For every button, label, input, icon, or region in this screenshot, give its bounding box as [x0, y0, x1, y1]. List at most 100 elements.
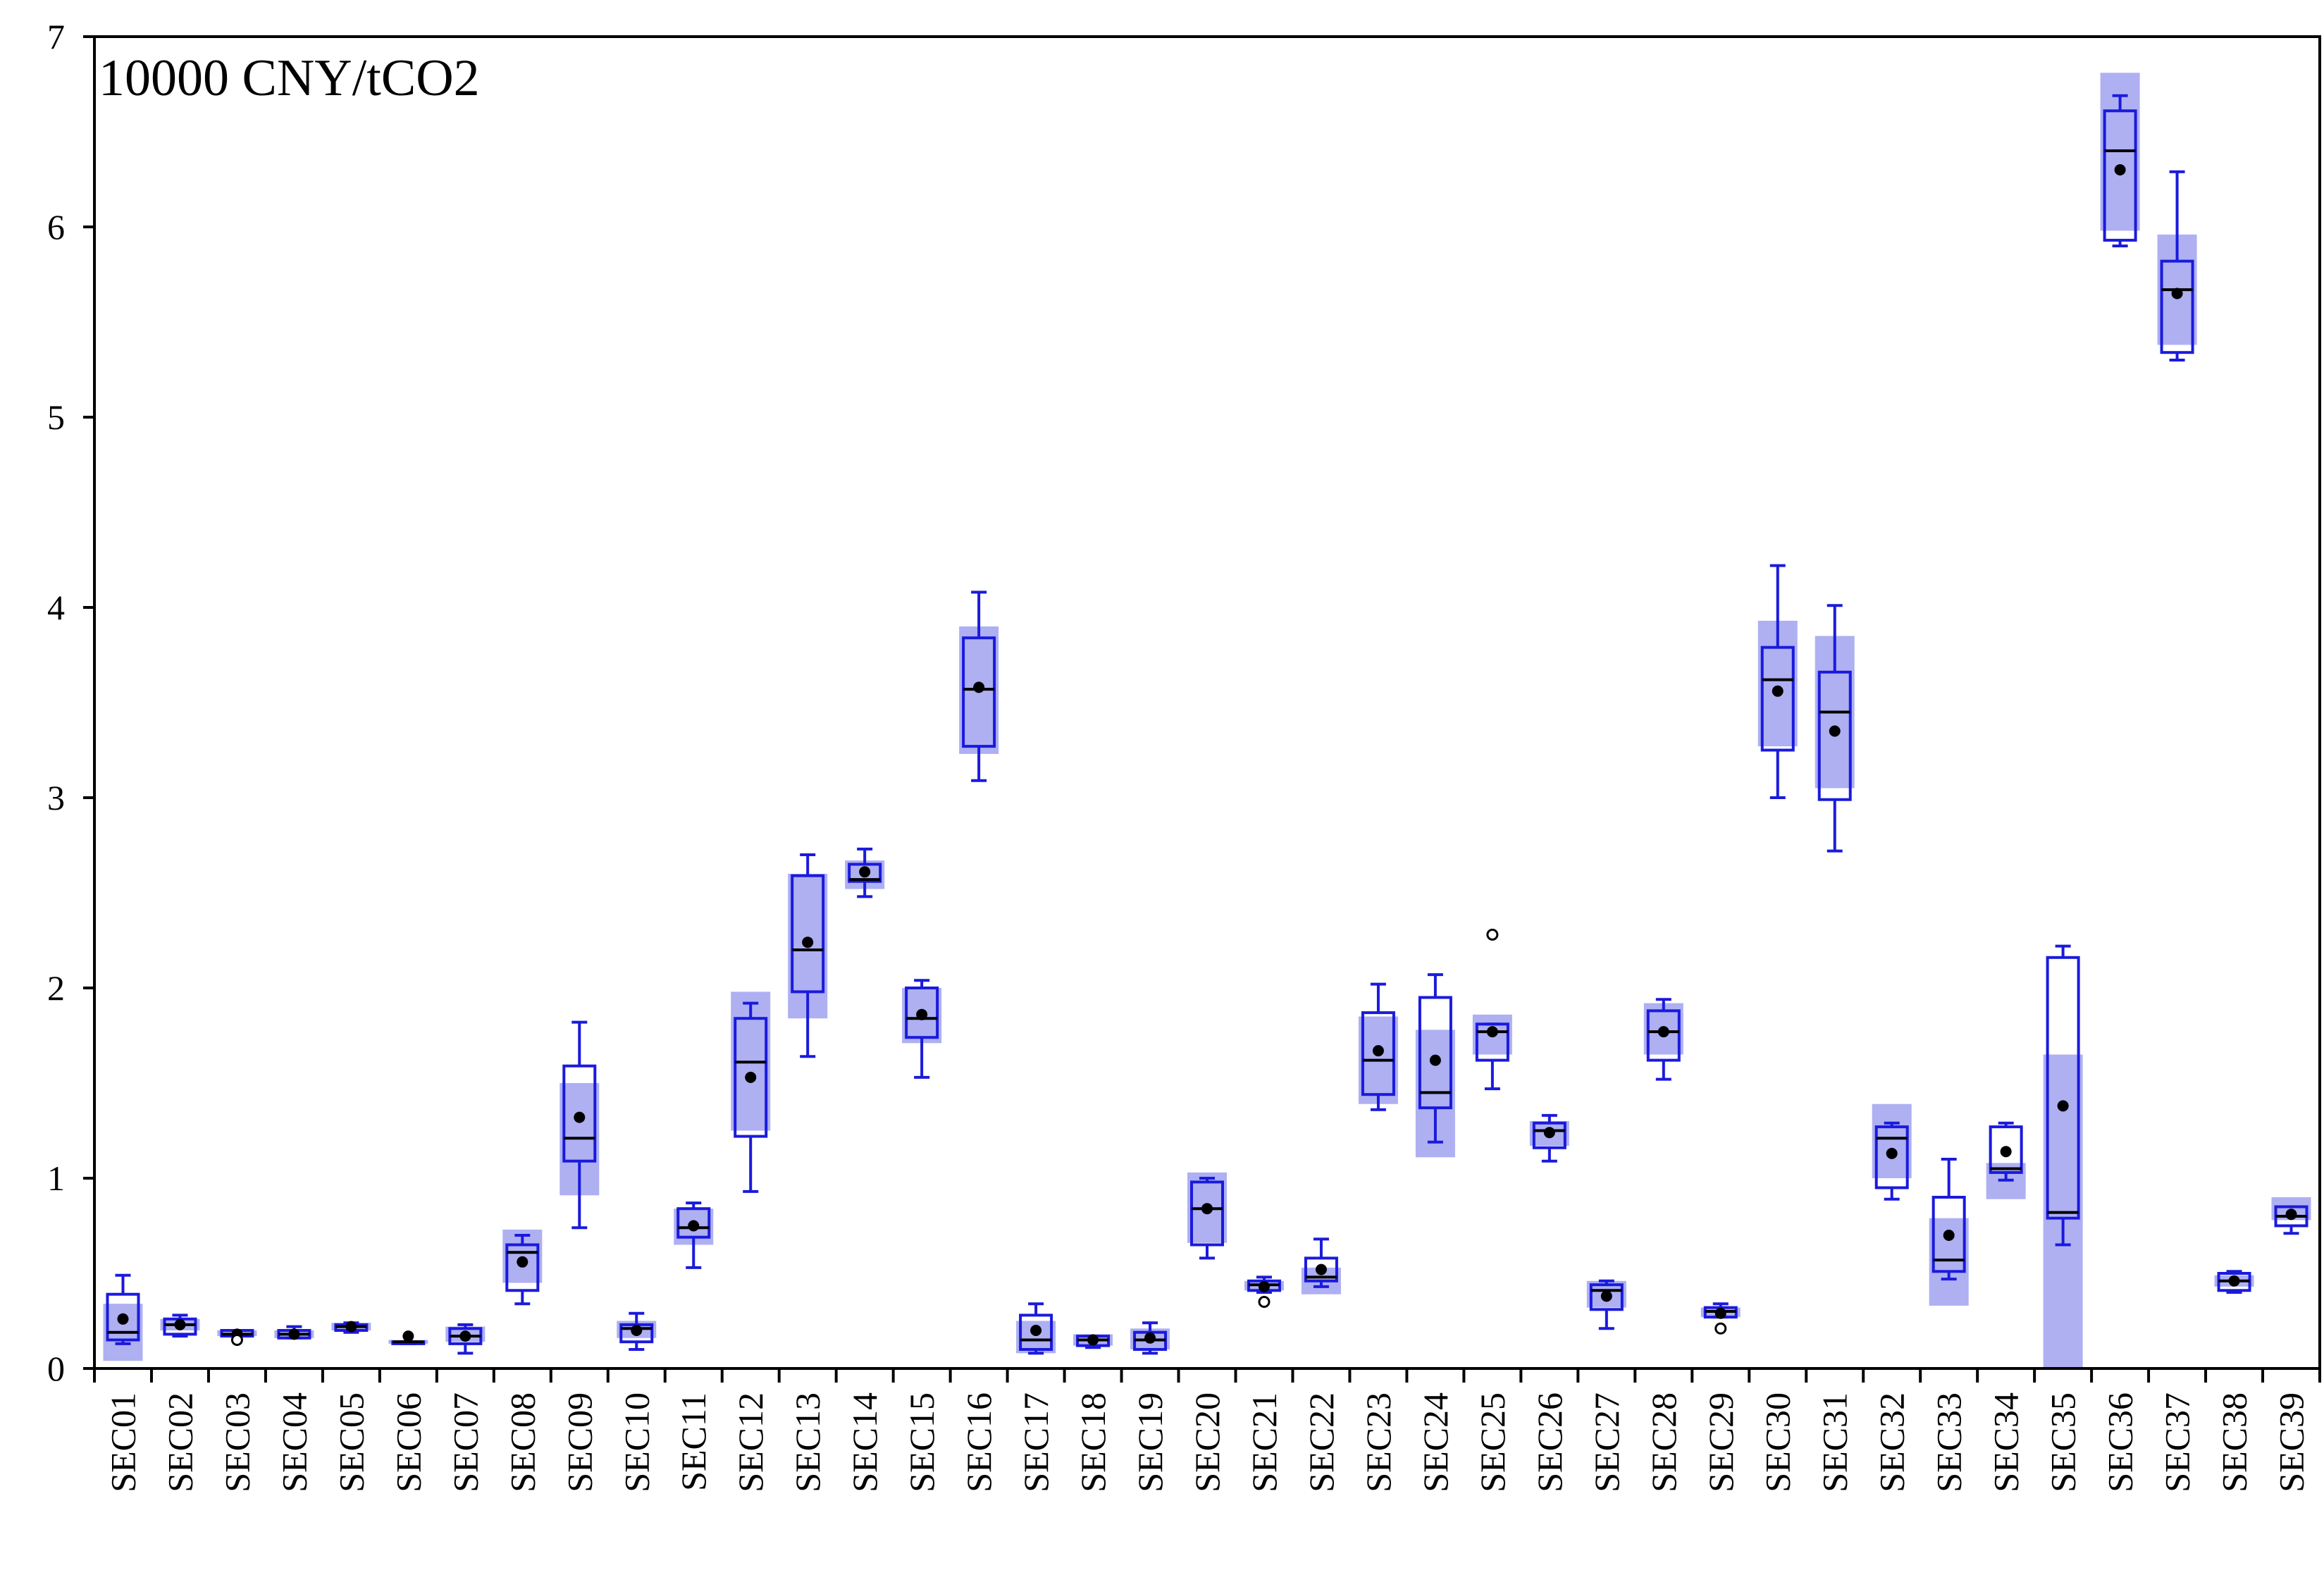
- x-tick-label: SEC34: [1986, 1392, 2026, 1492]
- x-tick-label: SEC15: [902, 1392, 941, 1492]
- box-rect: [106, 1292, 140, 1342]
- box-rect: [676, 1207, 711, 1239]
- mean-point: [688, 1220, 700, 1232]
- x-tick-label: SEC05: [331, 1392, 371, 1492]
- x-tick-label: SEC33: [1929, 1392, 1969, 1492]
- mean-point: [1600, 1290, 1612, 1302]
- outlier-point: [1258, 1296, 1271, 1308]
- box-rect: [2160, 259, 2194, 354]
- box-rect: [1989, 1125, 2023, 1174]
- x-tick-label: SEC38: [2215, 1392, 2254, 1492]
- x-tick-label: SEC23: [1359, 1392, 1398, 1492]
- x-tick-label: SEC35: [2044, 1392, 2083, 1492]
- x-tick-label: SEC08: [502, 1392, 542, 1492]
- box-rect: [848, 863, 882, 883]
- mean-point: [2228, 1275, 2240, 1287]
- box-rect: [619, 1323, 654, 1344]
- y-tick-label: 4: [47, 588, 65, 627]
- y-tick-label: 6: [47, 207, 65, 247]
- x-tick-label: SEC17: [1016, 1392, 1056, 1492]
- x-tick-label: SEC32: [1872, 1392, 1912, 1492]
- mean-point: [1315, 1263, 1327, 1275]
- box-rect: [1532, 1121, 1566, 1149]
- x-tick-label: SEC27: [1587, 1392, 1626, 1492]
- box-rect: [1019, 1314, 1053, 1352]
- box-rect: [905, 987, 939, 1039]
- x-tick-label: SEC07: [445, 1392, 485, 1492]
- mean-point: [973, 681, 985, 693]
- box-rect: [1190, 1180, 1224, 1247]
- box-rect: [1589, 1283, 1624, 1311]
- x-tick-label: SEC11: [674, 1392, 713, 1491]
- x-tick-label: SEC21: [1244, 1392, 1284, 1492]
- x-tick-label: SEC01: [103, 1392, 142, 1492]
- axes-layer: 0 1 2 3 4 5 6 7 SEC01 SEC02 SEC03 SEC04 SEC05 SEC06 SE…: [47, 17, 2321, 1492]
- x-tick-label: SEC03: [217, 1392, 256, 1492]
- x-tick-label: SEC39: [2272, 1392, 2311, 1492]
- box-rect: [1931, 1196, 1966, 1273]
- mean-point: [2000, 1146, 2012, 1158]
- x-tick-label: SEC31: [1815, 1392, 1855, 1492]
- y-tick-label: 3: [47, 778, 65, 817]
- mean-point: [1657, 1026, 1669, 1038]
- outlier-point: [1714, 1322, 1727, 1335]
- x-tick-label: SEC24: [1416, 1392, 1455, 1492]
- mean-point: [802, 937, 814, 948]
- band-layer: [103, 73, 2311, 1368]
- mean-point: [517, 1256, 529, 1268]
- x-tick-label: SEC26: [1530, 1392, 1569, 1492]
- mean-point: [1030, 1325, 1042, 1336]
- y-tick-label: 0: [47, 1349, 65, 1388]
- box-rect: [962, 636, 996, 748]
- box-rect: [1418, 996, 1452, 1110]
- x-tick-label: SEC29: [1701, 1392, 1741, 1492]
- mean-point: [1543, 1127, 1555, 1139]
- box-rect: [2103, 109, 2137, 242]
- x-tick-label: SEC02: [160, 1392, 199, 1492]
- box-rect: [163, 1317, 197, 1336]
- mean-point: [1943, 1230, 1955, 1241]
- mean-point: [1087, 1334, 1099, 1346]
- mean-point: [745, 1071, 757, 1083]
- mean-point: [1886, 1147, 1898, 1159]
- mean-point: [1144, 1332, 1156, 1344]
- box-rect: [1475, 1022, 1509, 1062]
- box-rect: [1361, 1011, 1395, 1096]
- mean-point: [2171, 288, 2183, 299]
- x-tick-label: SEC10: [617, 1392, 656, 1492]
- x-tick-label: SEC22: [1302, 1392, 1341, 1492]
- box-layer: [106, 94, 2308, 1355]
- mean-point: [1258, 1280, 1270, 1292]
- y-tick-label: 2: [47, 968, 65, 1008]
- x-tick-label: SEC25: [1473, 1392, 1512, 1492]
- x-tick-label: SEC28: [1644, 1392, 1683, 1492]
- box-rect: [1646, 1009, 1681, 1062]
- x-tick-label: SEC19: [1130, 1392, 1170, 1492]
- x-tick-label: SEC12: [731, 1392, 770, 1492]
- plot-frame: [93, 35, 2321, 1370]
- x-tick-label: SEC36: [2101, 1392, 2140, 1492]
- mean-point: [1429, 1054, 1441, 1066]
- box-rect: [791, 874, 825, 994]
- y-tick-label: 1: [47, 1158, 65, 1198]
- mean-point: [859, 866, 871, 878]
- mean-point: [1372, 1045, 1384, 1057]
- box-rect: [1874, 1125, 1909, 1189]
- mean-point: [631, 1325, 643, 1336]
- box-rect: [1760, 645, 1795, 752]
- x-tick-label: SEC30: [1758, 1392, 1798, 1492]
- box-rect: [1817, 670, 1852, 801]
- x-tick-label: SEC04: [274, 1392, 314, 1492]
- outlier-point: [230, 1334, 243, 1346]
- x-tick-label: SEC06: [388, 1392, 428, 1492]
- x-tick-label: SEC09: [560, 1392, 599, 1492]
- x-tick-label: SEC14: [845, 1392, 884, 1492]
- box-rect: [1304, 1256, 1338, 1282]
- mean-layer: [117, 164, 2297, 1346]
- x-tick-label: SEC37: [2158, 1392, 2197, 1492]
- box-rect: [734, 1017, 768, 1138]
- unit-label: 10000 CNY/tCO2: [99, 49, 480, 107]
- mean-point: [1486, 1026, 1498, 1038]
- y-tick-label: 7: [47, 17, 65, 56]
